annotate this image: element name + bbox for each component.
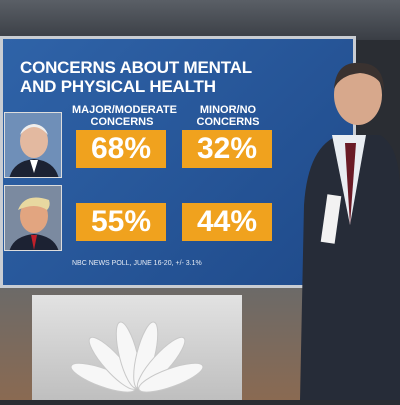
source-note: NBC NEWS POLL, JUNE 16-20, +/- 3.1%: [72, 260, 202, 267]
portrait: [5, 186, 61, 250]
candidate-photo: [4, 185, 62, 251]
value-box: 32%: [182, 130, 272, 168]
column-header: MINOR/NO CONCERNS: [196, 104, 260, 128]
podium: [32, 295, 242, 400]
presenter: [300, 62, 400, 400]
candidate-photo: [4, 112, 62, 178]
value-box: 44%: [182, 203, 272, 241]
portrait: [5, 113, 61, 177]
peacock-logo: [70, 321, 204, 393]
column-header: MAJOR/MODERATE CONCERNS: [72, 104, 177, 128]
value-box: 55%: [76, 203, 166, 241]
board-title: CONCERNS ABOUT MENTAL AND PHYSICAL HEALT…: [20, 58, 252, 96]
value-box: 68%: [76, 130, 166, 168]
studio-ceiling: [0, 0, 400, 40]
